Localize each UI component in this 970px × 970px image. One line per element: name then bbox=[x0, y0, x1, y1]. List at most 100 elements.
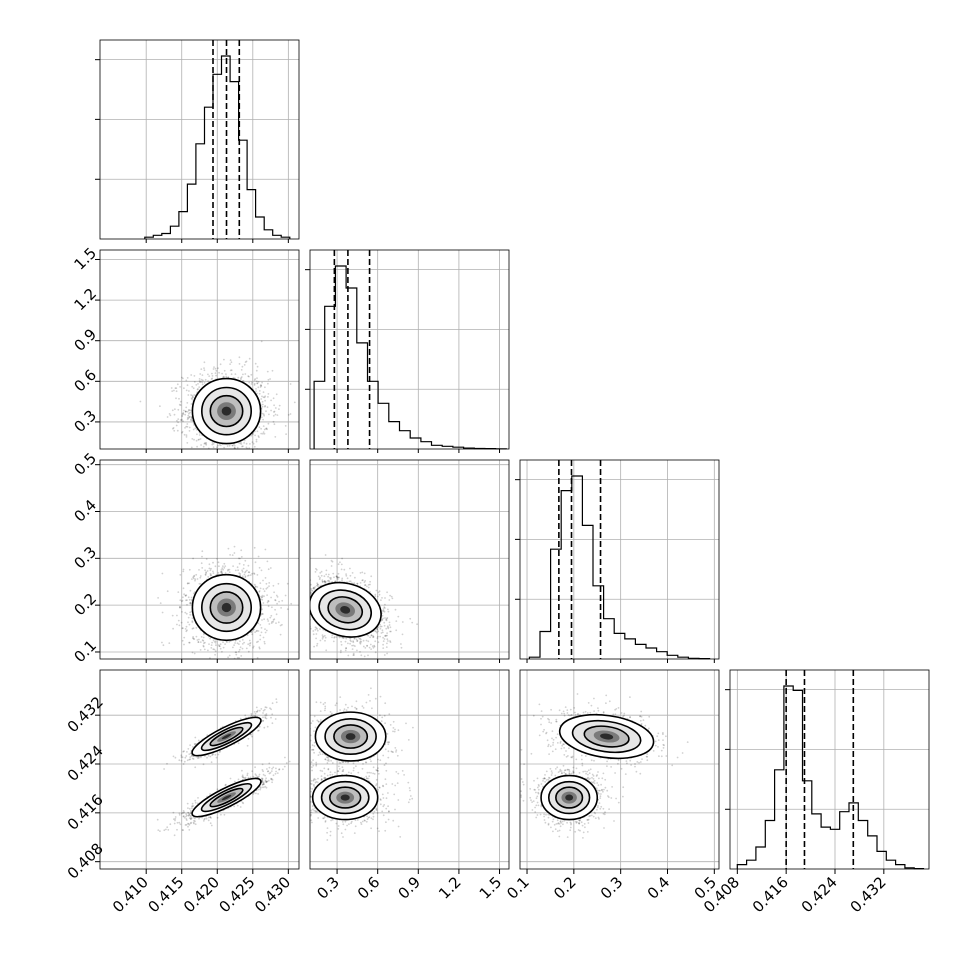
scatter-point bbox=[314, 586, 316, 588]
scatter-point bbox=[212, 661, 214, 663]
scatter-point bbox=[270, 778, 273, 781]
scatter-point bbox=[216, 557, 219, 560]
scatter-point bbox=[242, 564, 245, 566]
scatter-point bbox=[330, 565, 333, 567]
scatter-point bbox=[385, 634, 388, 637]
scatter-point bbox=[172, 427, 174, 430]
scatter-point bbox=[157, 597, 160, 599]
scatter-point bbox=[219, 444, 222, 447]
scatter-point bbox=[264, 577, 267, 579]
scatter-point bbox=[192, 455, 194, 457]
scatter-point bbox=[258, 590, 261, 592]
scatter-point bbox=[233, 545, 236, 548]
scatter-point bbox=[388, 624, 391, 626]
scatter-point bbox=[276, 414, 279, 416]
scatter-point bbox=[262, 432, 264, 435]
scatter-point bbox=[344, 649, 347, 652]
scatter-point bbox=[191, 398, 194, 400]
scatter-point bbox=[262, 391, 265, 394]
scatter-point bbox=[247, 564, 250, 567]
scatter-point bbox=[259, 587, 262, 590]
scatter-point bbox=[256, 641, 258, 644]
scatter-point bbox=[360, 638, 362, 641]
scatter-point bbox=[208, 567, 211, 570]
scatter-point bbox=[196, 578, 199, 580]
scatter-point bbox=[336, 576, 338, 579]
scatter-point bbox=[159, 405, 161, 408]
scatter-point bbox=[198, 386, 201, 388]
scatter-point bbox=[317, 575, 320, 578]
scatter-point bbox=[163, 829, 166, 832]
scatter-point bbox=[210, 455, 212, 457]
scatter-point bbox=[315, 567, 317, 570]
scatter-point bbox=[258, 392, 261, 395]
scatter-point bbox=[227, 569, 229, 572]
scatter-point bbox=[186, 402, 189, 404]
scatter-point bbox=[182, 413, 185, 415]
scatter-point bbox=[259, 638, 262, 641]
scatter-point bbox=[186, 603, 188, 606]
scatter-point bbox=[210, 644, 213, 646]
scatter-point bbox=[211, 641, 214, 644]
scatter-point bbox=[184, 427, 186, 429]
scatter-point bbox=[333, 576, 335, 579]
scatter-point bbox=[220, 571, 223, 574]
scatter-point bbox=[200, 378, 203, 381]
scatter-point bbox=[261, 381, 263, 384]
scatter-point bbox=[261, 778, 264, 780]
scatter-point bbox=[205, 442, 207, 445]
scatter-point bbox=[202, 644, 205, 647]
scatter-point bbox=[203, 369, 206, 372]
scatter-point bbox=[217, 644, 220, 646]
scatter-point bbox=[187, 621, 189, 624]
scatter-point bbox=[193, 375, 196, 377]
scatter-point bbox=[179, 574, 182, 576]
scatter-point bbox=[180, 621, 183, 624]
scatter-point bbox=[256, 392, 258, 395]
scatter-point bbox=[192, 387, 195, 390]
scatter-point bbox=[203, 381, 206, 384]
scatter-point bbox=[254, 766, 256, 769]
scatter-point bbox=[261, 613, 264, 615]
scatter-point bbox=[383, 610, 386, 613]
scatter-point bbox=[275, 622, 277, 624]
scatter-point bbox=[262, 431, 265, 433]
scatter-point bbox=[365, 639, 368, 642]
scatter-point bbox=[219, 363, 222, 366]
scatter-point bbox=[315, 627, 318, 629]
scatter-point bbox=[374, 595, 377, 598]
scatter-point bbox=[352, 641, 355, 644]
scatter-point bbox=[321, 636, 324, 638]
scatter-point bbox=[182, 377, 184, 380]
scatter-point bbox=[182, 568, 185, 571]
scatter-point bbox=[188, 409, 191, 411]
scatter-point bbox=[328, 580, 331, 583]
scatter-point bbox=[176, 383, 179, 386]
scatter-point bbox=[359, 666, 361, 668]
scatter-point bbox=[181, 611, 183, 613]
scatter-point bbox=[232, 376, 235, 379]
scatter-point bbox=[345, 573, 347, 575]
scatter-point bbox=[353, 637, 356, 640]
scatter-point bbox=[397, 615, 400, 618]
scatter-point bbox=[188, 641, 191, 644]
scatter-point bbox=[372, 636, 375, 638]
scatter-point bbox=[333, 636, 336, 638]
scatter-point bbox=[248, 357, 251, 360]
scatter-point bbox=[324, 581, 326, 583]
scatter-point bbox=[227, 568, 230, 571]
scatter-point bbox=[256, 365, 259, 368]
scatter-point bbox=[305, 589, 307, 591]
scatter-point bbox=[324, 554, 327, 556]
scatter-point bbox=[214, 642, 217, 644]
scatter-point bbox=[256, 382, 259, 385]
scatter-point bbox=[181, 412, 184, 415]
scatter-point bbox=[300, 573, 302, 575]
scatter-point bbox=[359, 651, 361, 653]
scatter-point bbox=[239, 574, 241, 577]
scatter-point bbox=[244, 570, 247, 573]
scatter-point bbox=[157, 453, 159, 455]
scatter-point bbox=[228, 568, 231, 571]
scatter-point bbox=[294, 576, 296, 578]
scatter-point bbox=[239, 640, 241, 643]
